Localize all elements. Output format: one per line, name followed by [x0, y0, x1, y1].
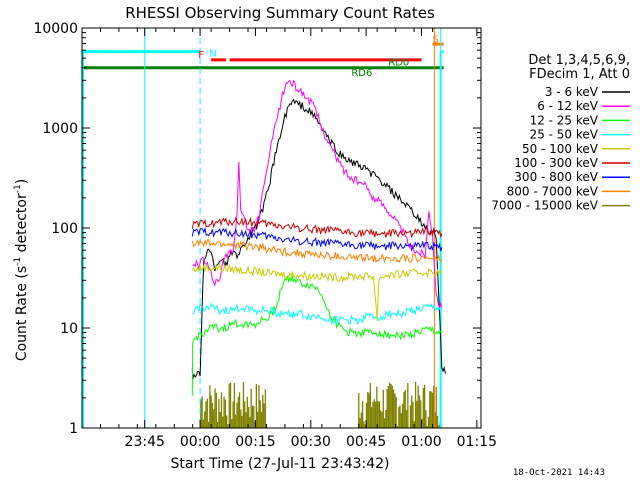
legend-entry-label: 12 - 25 keV: [530, 113, 599, 127]
marker-label: F: [198, 50, 204, 61]
marker-label: RD6: [351, 68, 372, 79]
y-tick-label: 1: [69, 421, 78, 437]
series-line: [191, 226, 443, 252]
y-tick-label: 100: [51, 221, 78, 237]
legend-title: Det 1,3,4,5,6,9, FDecim 1, Att 0: [528, 53, 630, 82]
series-line: [191, 216, 443, 239]
x-axis-label: Start Time (27-Jul-11 23:43:42): [170, 456, 389, 472]
legend-entry-label: 25 - 50 keV: [530, 128, 599, 142]
legend-entry-label: 800 - 7000 keV: [507, 184, 599, 198]
legend-entry-label: 3 - 6 keV: [545, 85, 599, 99]
legend-entry-label: 6 - 12 keV: [537, 99, 599, 113]
series-line: [192, 79, 443, 309]
plot-layer: NF S RD0 RD6 1 10 100 1000 10000 23:45 00:00 00:15 0…: [33, 21, 497, 450]
legend-entry-label: 7000 - 15000 keV: [491, 199, 598, 213]
series-line: [191, 98, 446, 380]
legend-entry-label: 100 - 300 keV: [514, 156, 598, 170]
legend-title-line1: Det 1,3,4,5,6,9,: [528, 53, 630, 68]
x-tick-label: 00:45: [346, 434, 386, 450]
series-line: [191, 262, 443, 322]
y-tick-label: 1000: [42, 121, 78, 137]
y-tick-label: 10000: [33, 21, 78, 37]
y-tick-label: 10: [60, 321, 78, 337]
series-line: [191, 275, 443, 396]
marker-label: RD0: [388, 58, 409, 69]
x-tick-label: 23:45: [125, 434, 165, 450]
x-tick-label: 01:00: [401, 434, 441, 450]
footer-date: 18-Oct-2021 14:43: [513, 468, 605, 478]
y-axis-label: Count Rate (s-1 detector-1): [13, 179, 30, 361]
legend-title-line2: FDecim 1, Att 0: [529, 67, 630, 82]
legend-entry-label: 300 - 800 keV: [514, 170, 598, 184]
x-tick-label: 00:15: [235, 434, 275, 450]
legend-entry-label: 50 - 100 keV: [522, 142, 599, 156]
marker-label: N: [209, 48, 216, 59]
series-line: [191, 238, 443, 264]
series-line: [192, 302, 442, 326]
marker-label: S: [433, 34, 439, 45]
x-tick-label: 00:30: [291, 434, 331, 450]
chart-title: RHESSI Observing Summary Count Rates: [125, 4, 435, 22]
x-tick-label: 01:15: [457, 434, 497, 450]
x-tick-label: 00:00: [180, 434, 220, 450]
plot-clip-group: NF S RD0 RD6: [82, 28, 446, 428]
